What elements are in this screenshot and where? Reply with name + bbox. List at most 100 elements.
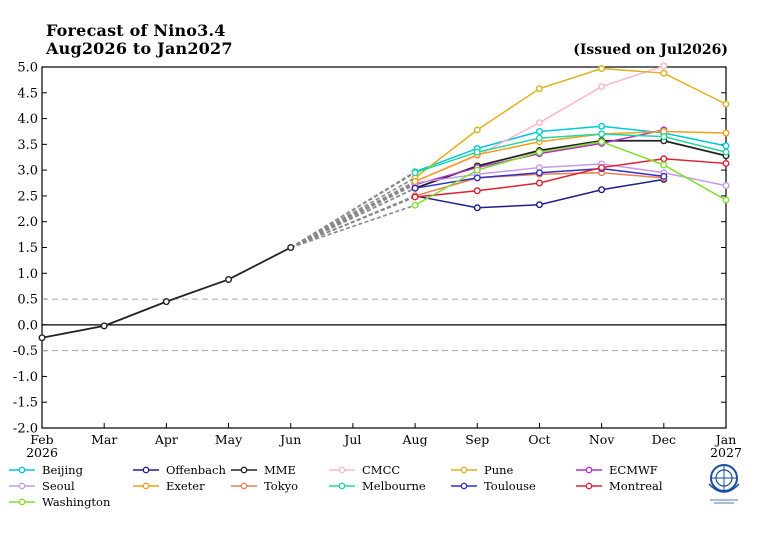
series-washington-point (660, 161, 668, 169)
legend-item-beijing: Beijing (8, 462, 83, 478)
observed-line (41, 246, 292, 339)
series-cmcc-point (535, 119, 543, 127)
series-pune-point (598, 65, 606, 73)
legend-label: Exeter (166, 479, 205, 493)
observed-point (287, 243, 295, 251)
legend-item-mme: MME (230, 462, 296, 478)
series-melbourne-point (598, 130, 606, 138)
series-exeter-point (722, 129, 730, 137)
y-tick-label: -1.5 (13, 396, 38, 411)
series-exeter-point (411, 177, 419, 185)
legend-swatch-marker (18, 482, 26, 490)
legend-swatch-marker (585, 482, 593, 490)
connector-line (290, 177, 416, 249)
series-montreal-point (473, 187, 481, 195)
issued-date: (Issued on Jul2026) (573, 42, 728, 58)
legend-swatch (9, 482, 35, 490)
legend-swatch (231, 466, 257, 474)
series-melbourne-point (411, 169, 419, 177)
legend-label: Melbourne (362, 479, 426, 493)
legend-swatch-marker (460, 466, 468, 474)
series-melbourne-point (722, 148, 730, 156)
series-pune-point (660, 69, 668, 77)
connector-line (290, 196, 416, 249)
observed-point (38, 334, 46, 342)
series-exeter-line (414, 130, 727, 183)
series-montreal-line (415, 158, 727, 198)
legend-item-washington: Washington (8, 494, 110, 510)
x-tick-label: Apr (154, 432, 178, 447)
x-tick-label: Jun (278, 432, 301, 447)
legend-swatch-marker (338, 466, 346, 474)
series-melbourne-line (414, 133, 727, 174)
legend-swatch (231, 482, 257, 490)
series-toulouse-point (411, 184, 419, 192)
series-toulouse-point (660, 172, 668, 180)
series-washington-point (411, 201, 419, 209)
legend-item-ecmwf: ECMWF (575, 462, 658, 478)
legend-swatch-marker (18, 498, 26, 506)
legend-swatch (9, 466, 35, 474)
series-washington-point (722, 196, 730, 204)
x-tick-label: Dec (652, 432, 676, 447)
legend-swatch-marker (240, 466, 248, 474)
legend-swatch (451, 482, 477, 490)
series-pune-point (535, 85, 543, 93)
legend-label: Toulouse (484, 479, 536, 493)
series-montreal-point (411, 193, 419, 201)
legend-item-offenbach: Offenbach (132, 462, 226, 478)
x-tick-label: Jul (342, 432, 361, 447)
connector-line (290, 187, 416, 249)
legend-label: Pune (484, 463, 514, 477)
series-pune-line (414, 67, 727, 179)
connector-line (290, 172, 416, 249)
legend-item-toulouse: Toulouse (450, 478, 536, 494)
series-beijing-point (598, 122, 606, 130)
series-beijing-point (722, 142, 730, 150)
y-tick-label: 1.0 (17, 267, 38, 282)
legend-item-pune: Pune (450, 462, 513, 478)
y-tick-label: 2.5 (17, 189, 38, 204)
series-melbourne-point (535, 134, 543, 142)
legend-label: Offenbach (166, 463, 226, 477)
series-montreal-point (535, 179, 543, 187)
legend-swatch-marker (585, 466, 593, 474)
x-tick-year-label: 2026 (26, 445, 58, 460)
series-offenbach-point (598, 186, 606, 194)
legend-label: Montreal (609, 479, 663, 493)
y-tick-label: 4.5 (17, 86, 38, 101)
x-tick-label: Nov (589, 432, 615, 447)
connector-line (290, 180, 416, 249)
legend-swatch (576, 482, 602, 490)
y-tick-label: 5.0 (17, 61, 38, 76)
chart-title-line-1: Forecast of Nino3.4 (46, 21, 226, 40)
legend-swatch (576, 466, 602, 474)
x-tick-label: May (215, 432, 243, 447)
legend-label: Seoul (42, 479, 75, 493)
series-offenbach-point (473, 204, 481, 212)
series-toulouse-point (535, 169, 543, 177)
series-beijing-line (414, 125, 727, 173)
observed-point (162, 298, 170, 306)
legend-swatch (9, 498, 35, 506)
legend-swatch-marker (142, 466, 150, 474)
series-washington-point (598, 138, 606, 146)
legend-swatch (329, 466, 355, 474)
legend: Beijing Offenbach MME CMCC Pune ECMWF Seoul Exe… (8, 462, 708, 518)
legend-label: CMCC (362, 463, 401, 477)
legend-label: ECMWF (609, 463, 658, 477)
series-melbourne-point (660, 133, 668, 141)
series-pune-point (473, 126, 481, 134)
legend-item-melbourne: Melbourne (328, 478, 426, 494)
series-washington-line (414, 141, 727, 206)
legend-swatch (451, 466, 477, 474)
y-tick-label: 0.0 (17, 318, 38, 333)
x-tick-label: Sep (465, 432, 489, 447)
legend-label: Washington (42, 495, 111, 509)
series-montreal-point (722, 159, 730, 167)
series-cmcc-point (598, 83, 606, 91)
legend-label: Beijing (42, 463, 83, 477)
y-tick-label: 3.0 (17, 164, 38, 179)
legend-swatch-marker (142, 482, 150, 490)
